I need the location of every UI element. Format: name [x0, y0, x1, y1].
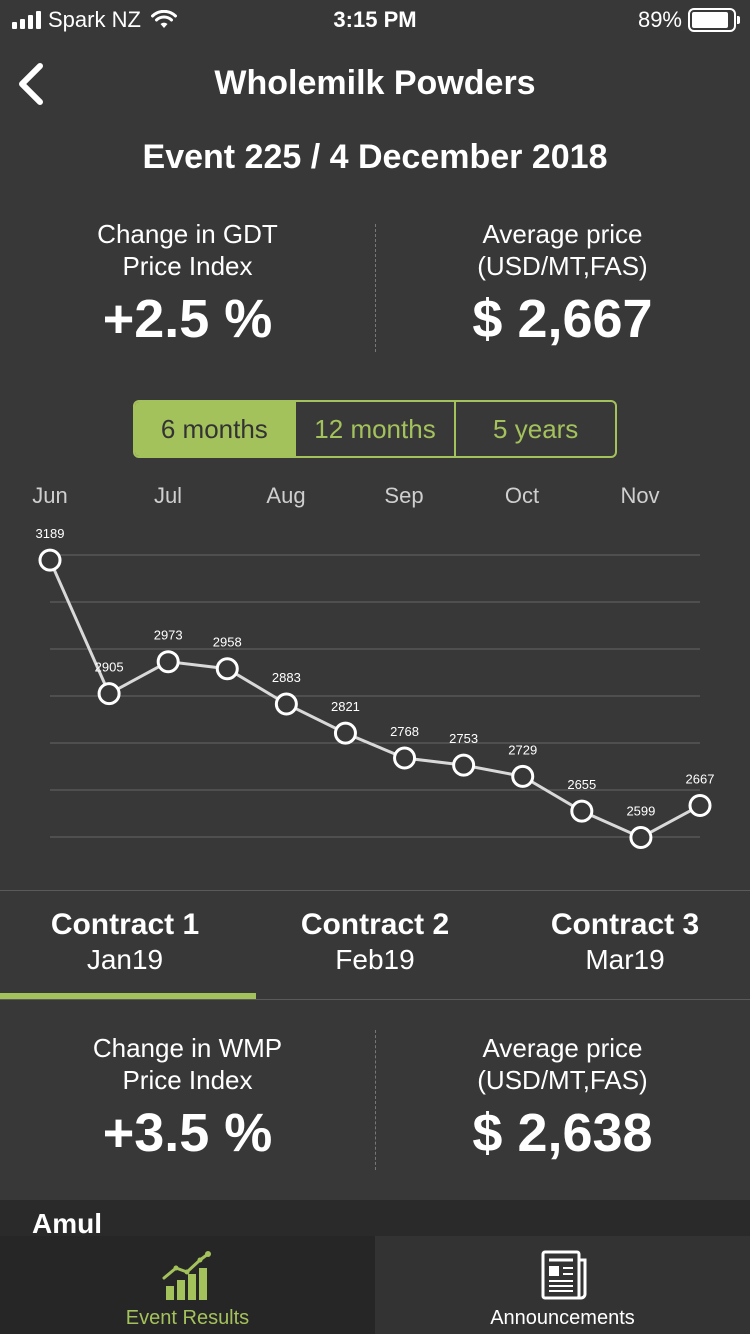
- range-selector[interactable]: 6 months 12 months 5 years: [133, 400, 617, 458]
- contract-avg-price-label-1: Average price: [482, 1033, 643, 1063]
- contract-active-indicator: [0, 993, 256, 999]
- data-point: [274, 692, 298, 716]
- back-button[interactable]: [14, 62, 50, 106]
- event-title: Event 225 / 4 December 2018: [142, 138, 608, 176]
- avg-price-value: $ 2,667: [472, 289, 653, 349]
- data-label: 2768: [390, 724, 419, 739]
- data-point: [215, 657, 239, 681]
- contract-avg-price-block: Average price (USD/MT,FAS) $ 2,638: [375, 1032, 750, 1164]
- data-label: 2973: [154, 628, 183, 643]
- page-title: Wholemilk Powders: [214, 64, 536, 102]
- tab-label: Event Results: [125, 1307, 250, 1329]
- battery-icon: [688, 8, 740, 32]
- data-point: [393, 746, 417, 770]
- tab-event-results[interactable]: Event Results: [0, 1236, 375, 1334]
- tab-bar: Event Results Announcements: [0, 1236, 750, 1334]
- wifi-icon: [150, 10, 177, 28]
- data-point: [38, 548, 62, 572]
- data-label: 2753: [449, 731, 478, 746]
- avg-price-block: Average price (USD/MT,FAS) $ 2,667: [375, 218, 750, 350]
- contract-month: Feb19: [335, 944, 415, 975]
- data-point: [511, 764, 535, 788]
- gdt-change-block: Change in GDT Price Index +2.5 %: [0, 218, 375, 350]
- data-point: [629, 825, 653, 849]
- gdt-change-label-1: Change in GDT: [97, 219, 278, 249]
- wmp-change-block: Change in WMP Price Index +3.5 %: [0, 1032, 375, 1164]
- data-point: [452, 753, 476, 777]
- tab-announcements[interactable]: Announcements: [375, 1236, 750, 1334]
- section-label: Amul: [32, 1208, 102, 1239]
- summary-bottom: Change in WMP Price Index +3.5 % Average…: [0, 1032, 750, 1164]
- x-axis-month-label: Oct: [505, 483, 539, 508]
- data-label: 2655: [567, 777, 596, 792]
- range-5-years[interactable]: 5 years: [493, 413, 579, 444]
- carrier-label: Spark NZ: [48, 7, 141, 32]
- status-time: 3:15 PM: [333, 7, 417, 32]
- status-left: Spark NZ: [12, 7, 177, 33]
- price-chart: Jun Jul Aug Sep Oct Nov 3189 2905 2973 2958 2883 28…: [32, 483, 715, 849]
- data-label: 2667: [686, 772, 715, 787]
- summary-top: Change in GDT Price Index +2.5 % Average…: [0, 218, 750, 350]
- battery-fill: [692, 12, 728, 28]
- x-axis-month-label: Aug: [266, 483, 305, 508]
- contract-month: Mar19: [585, 944, 665, 975]
- signal-icon: [12, 11, 41, 29]
- bar-chart-icon: [162, 1251, 211, 1300]
- contract-avg-price-label-2: (USD/MT,FAS): [477, 1065, 648, 1095]
- summary-divider: [375, 1030, 376, 1170]
- battery-percent: 89%: [637, 7, 682, 32]
- avg-price-label-2: (USD/MT,FAS): [477, 251, 648, 281]
- data-point: [97, 682, 121, 706]
- contract-name: Contract 2: [300, 908, 450, 941]
- status-bar: Spark NZ 3:15 PM 89%: [0, 0, 750, 40]
- data-label: 3189: [36, 526, 65, 541]
- data-label: 2729: [508, 742, 537, 757]
- contract-month: Jan19: [86, 944, 164, 975]
- data-point: [688, 794, 712, 818]
- x-axis-month-label: Sep: [384, 483, 423, 508]
- divider-line: [0, 890, 750, 891]
- data-point: [156, 650, 180, 674]
- x-axis-month-label: Jun: [32, 483, 67, 508]
- x-axis-month-label: Nov: [620, 483, 659, 508]
- data-label: 2905: [95, 660, 124, 675]
- tab-label: Announcements: [490, 1307, 635, 1329]
- section-header: [0, 1200, 750, 1236]
- data-point: [333, 721, 357, 745]
- data-label: 2599: [626, 803, 655, 818]
- data-label: 2821: [331, 699, 360, 714]
- contract-tab-1[interactable]: Contract 1 Jan19: [0, 892, 250, 998]
- chevron-left-icon: [19, 63, 43, 105]
- contract-name: Contract 1: [50, 908, 200, 941]
- data-label: 2958: [213, 635, 242, 650]
- wmp-change-label-1: Change in WMP: [92, 1033, 283, 1063]
- range-12-months[interactable]: 12 months: [296, 402, 457, 456]
- divider-line: [0, 999, 750, 1000]
- wmp-change-value: +3.5 %: [102, 1103, 273, 1163]
- x-axis-month-label: Jul: [154, 483, 182, 508]
- data-point: [570, 799, 594, 823]
- gdt-change-value: +2.5 %: [102, 289, 273, 349]
- range-6-months[interactable]: 6 months: [135, 402, 296, 456]
- gdt-change-label-2: Price Index: [122, 251, 253, 281]
- contract-avg-price-value: $ 2,638: [472, 1103, 653, 1163]
- contract-name: Contract 3: [550, 908, 700, 941]
- avg-price-label-1: Average price: [482, 219, 643, 249]
- newspaper-icon: [541, 1250, 586, 1300]
- summary-divider: [375, 224, 376, 352]
- contract-tabs: Contract 1 Jan19 Contract 2 Feb19 Contra…: [0, 892, 750, 998]
- contract-tab-2[interactable]: Contract 2 Feb19: [250, 892, 500, 998]
- contract-tab-3[interactable]: Contract 3 Mar19: [500, 892, 750, 998]
- status-right: 89%: [637, 7, 740, 33]
- wmp-change-label-2: Price Index: [122, 1065, 253, 1095]
- data-label: 2883: [272, 670, 301, 685]
